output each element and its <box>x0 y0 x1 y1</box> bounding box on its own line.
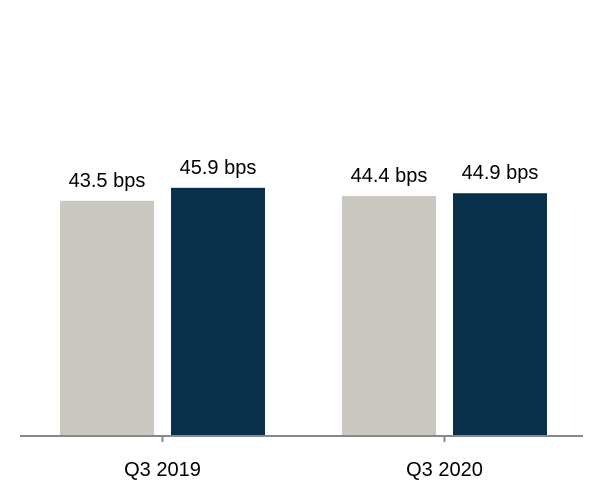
bar-labels-group: 43.5 bps 45.9 bps 44.4 bps 44.9 bps <box>69 157 539 192</box>
bar-data-label-1-2: 45.9 bps <box>180 157 257 179</box>
bar-2-2 <box>453 193 547 436</box>
bar-2-1 <box>342 195 436 436</box>
bar-data-label-2-2: 44.9 bps <box>462 162 539 184</box>
x-axis-ticks-group <box>161 436 446 442</box>
x-axis-tick-label-2: Q3 2020 <box>406 459 483 481</box>
bars-group <box>60 187 547 436</box>
bar-1-1 <box>60 200 154 436</box>
bar-1-2 <box>171 187 265 436</box>
bar-data-label-2-1: 44.4 bps <box>351 165 428 187</box>
x-axis-tick-label-1: Q3 2019 <box>124 459 201 481</box>
bar-data-label-1-1: 43.5 bps <box>69 170 146 192</box>
x-axis-tick-labels-group: Q3 2019 Q3 2020 <box>124 459 483 481</box>
